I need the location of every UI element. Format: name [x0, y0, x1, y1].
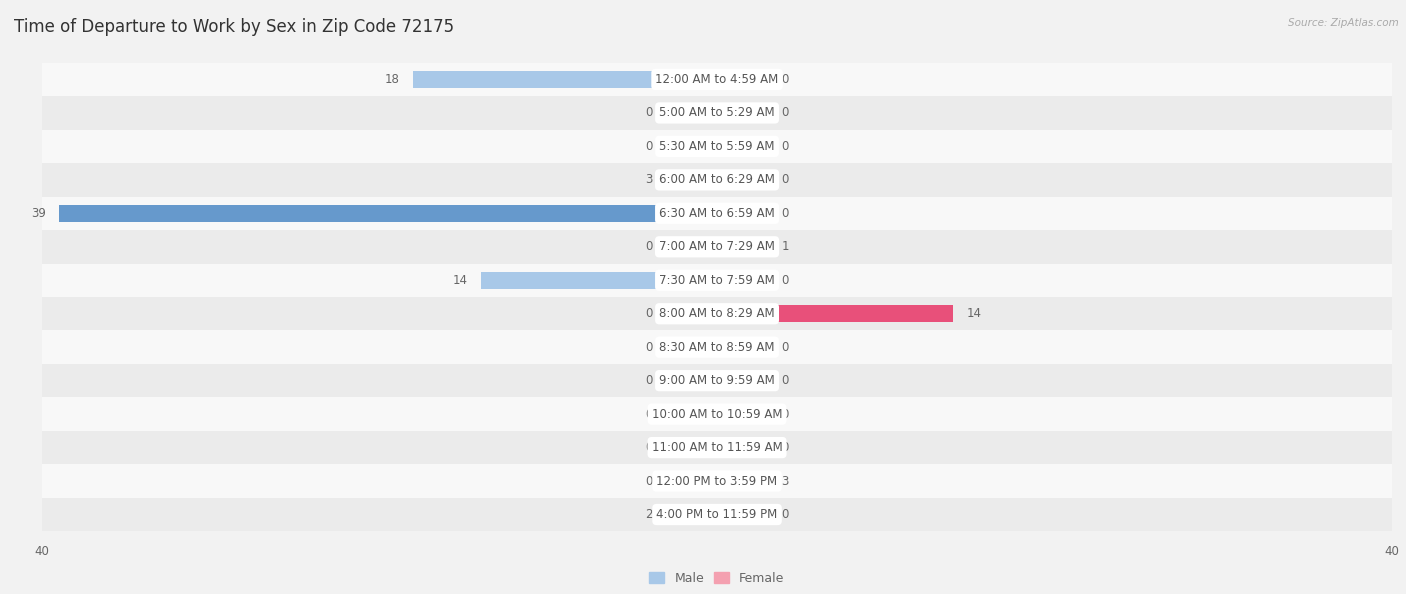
Text: 5:30 AM to 5:59 AM: 5:30 AM to 5:59 AM: [659, 140, 775, 153]
Bar: [717, 472, 768, 490]
Bar: [666, 171, 717, 188]
Text: 6:00 AM to 6:29 AM: 6:00 AM to 6:29 AM: [659, 173, 775, 187]
Text: 7:30 AM to 7:59 AM: 7:30 AM to 7:59 AM: [659, 274, 775, 287]
Text: 3: 3: [645, 173, 652, 187]
Bar: [42, 129, 1392, 163]
Bar: [717, 305, 768, 323]
Text: 0: 0: [645, 106, 652, 119]
Bar: [666, 238, 717, 255]
Bar: [666, 271, 717, 289]
Text: 0: 0: [782, 73, 789, 86]
Bar: [666, 205, 717, 222]
Bar: [717, 205, 768, 222]
Bar: [42, 264, 1392, 297]
Bar: [666, 406, 717, 423]
Bar: [717, 406, 768, 423]
Text: 0: 0: [645, 307, 652, 320]
Text: 7:00 AM to 7:29 AM: 7:00 AM to 7:29 AM: [659, 241, 775, 253]
Text: 8:30 AM to 8:59 AM: 8:30 AM to 8:59 AM: [659, 341, 775, 353]
Text: 8:00 AM to 8:29 AM: 8:00 AM to 8:29 AM: [659, 307, 775, 320]
Bar: [59, 205, 717, 222]
Text: 39: 39: [31, 207, 45, 220]
Bar: [717, 238, 734, 255]
Bar: [717, 439, 768, 456]
Text: 0: 0: [645, 475, 652, 488]
Bar: [717, 339, 768, 356]
Bar: [717, 104, 768, 122]
Text: 0: 0: [782, 407, 789, 421]
Bar: [42, 498, 1392, 531]
Bar: [683, 506, 717, 523]
Legend: Male, Female: Male, Female: [644, 567, 790, 590]
Bar: [717, 305, 953, 323]
Text: 0: 0: [782, 173, 789, 187]
Bar: [666, 506, 717, 523]
Bar: [666, 138, 717, 155]
Text: 4:00 PM to 11:59 PM: 4:00 PM to 11:59 PM: [657, 508, 778, 521]
Bar: [717, 71, 768, 88]
Text: 1: 1: [782, 241, 789, 253]
Text: 0: 0: [645, 140, 652, 153]
Text: 12:00 AM to 4:59 AM: 12:00 AM to 4:59 AM: [655, 73, 779, 86]
Text: 0: 0: [645, 374, 652, 387]
Text: 0: 0: [782, 207, 789, 220]
Text: Time of Departure to Work by Sex in Zip Code 72175: Time of Departure to Work by Sex in Zip …: [14, 18, 454, 36]
Text: 14: 14: [967, 307, 981, 320]
Bar: [666, 104, 717, 122]
Bar: [42, 397, 1392, 431]
Bar: [42, 465, 1392, 498]
Bar: [42, 96, 1392, 129]
Bar: [717, 138, 768, 155]
Text: 14: 14: [453, 274, 467, 287]
Bar: [717, 271, 768, 289]
Text: 12:00 PM to 3:59 PM: 12:00 PM to 3:59 PM: [657, 475, 778, 488]
Text: 0: 0: [782, 106, 789, 119]
Text: 0: 0: [645, 441, 652, 454]
Text: 0: 0: [782, 508, 789, 521]
Text: 6:30 AM to 6:59 AM: 6:30 AM to 6:59 AM: [659, 207, 775, 220]
Text: 9:00 AM to 9:59 AM: 9:00 AM to 9:59 AM: [659, 374, 775, 387]
Text: 10:00 AM to 10:59 AM: 10:00 AM to 10:59 AM: [652, 407, 782, 421]
Bar: [42, 230, 1392, 264]
Bar: [666, 472, 717, 490]
Bar: [42, 431, 1392, 465]
Bar: [666, 305, 717, 323]
Bar: [42, 297, 1392, 330]
Text: 11:00 AM to 11:59 AM: 11:00 AM to 11:59 AM: [652, 441, 782, 454]
Bar: [666, 439, 717, 456]
Text: 0: 0: [782, 274, 789, 287]
Text: Source: ZipAtlas.com: Source: ZipAtlas.com: [1288, 18, 1399, 28]
Text: 0: 0: [645, 407, 652, 421]
Bar: [717, 472, 768, 490]
Bar: [717, 171, 768, 188]
Bar: [42, 364, 1392, 397]
Bar: [42, 330, 1392, 364]
Text: 18: 18: [385, 73, 399, 86]
Bar: [42, 197, 1392, 230]
Text: 3: 3: [782, 475, 789, 488]
Bar: [666, 171, 717, 188]
Text: 0: 0: [645, 341, 652, 353]
Text: 2: 2: [645, 508, 652, 521]
Text: 0: 0: [782, 374, 789, 387]
Bar: [666, 339, 717, 356]
Bar: [413, 71, 717, 88]
Text: 0: 0: [645, 241, 652, 253]
Text: 0: 0: [782, 441, 789, 454]
Text: 0: 0: [782, 140, 789, 153]
Text: 0: 0: [782, 341, 789, 353]
Bar: [666, 372, 717, 389]
Bar: [717, 372, 768, 389]
Bar: [42, 63, 1392, 96]
Bar: [717, 506, 768, 523]
Bar: [666, 71, 717, 88]
Text: 5:00 AM to 5:29 AM: 5:00 AM to 5:29 AM: [659, 106, 775, 119]
Bar: [481, 271, 717, 289]
Bar: [42, 163, 1392, 197]
Bar: [717, 238, 768, 255]
